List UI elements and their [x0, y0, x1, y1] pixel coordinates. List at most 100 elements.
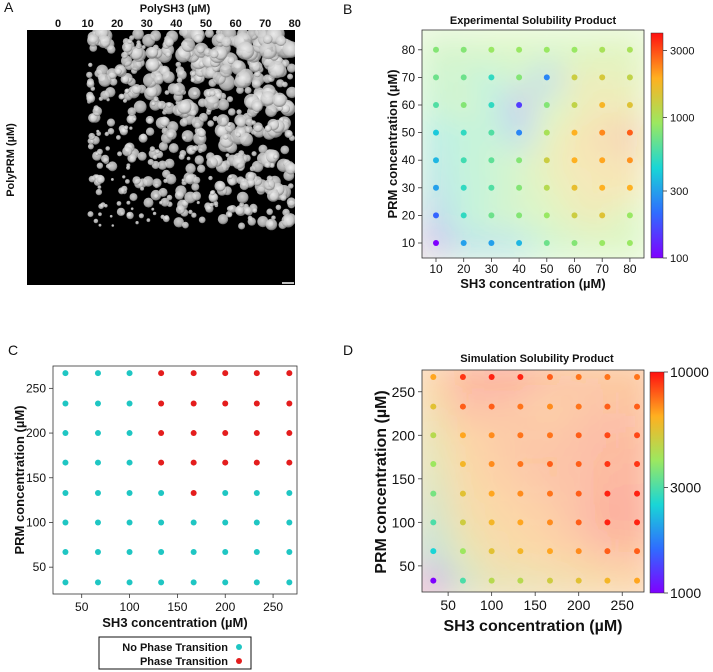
droplet [185, 163, 196, 174]
droplet [209, 90, 216, 97]
panel-b-point [543, 74, 550, 81]
droplet [236, 41, 255, 60]
droplet [264, 125, 272, 132]
panel-c-y-tick: 100 [26, 515, 46, 529]
no-phase-transition-point [190, 548, 197, 555]
panel-c-x-tick: 250 [263, 600, 283, 614]
droplet [131, 84, 142, 94]
droplet [87, 211, 94, 218]
droplet [132, 117, 136, 122]
droplet [98, 74, 112, 87]
droplet [228, 205, 237, 213]
phase-transition-point [190, 430, 197, 437]
panel-b-y-tick: 40 [402, 153, 416, 167]
droplet [182, 221, 189, 229]
droplet [104, 204, 108, 208]
droplet [111, 224, 115, 227]
phase-transition-point [222, 400, 229, 407]
droplet [133, 100, 147, 114]
panel-b-point [516, 129, 523, 136]
panel-d-point [546, 403, 553, 410]
droplet [228, 177, 237, 186]
droplet [104, 131, 110, 137]
panel-d-point [430, 490, 437, 497]
droplet [152, 154, 158, 160]
panel-d-x-tick: 100 [480, 597, 504, 613]
panel-d-y-tick: 200 [392, 427, 416, 443]
panel-b-point [488, 46, 495, 53]
panel-b-point [460, 102, 467, 108]
phase-transition-point [253, 430, 260, 437]
panel-b-point [599, 184, 606, 191]
panel-b-point [599, 240, 606, 246]
panel-b-point [571, 212, 578, 219]
droplet [130, 207, 134, 211]
panel-d-colorbar-tick: 10000 [670, 364, 709, 380]
panel-d-point [459, 373, 466, 380]
no-phase-transition-point [62, 430, 69, 437]
no-phase-transition-point [253, 519, 260, 526]
droplet [159, 200, 163, 205]
panel-a-x-tick: 40 [170, 18, 182, 30]
droplet [87, 143, 94, 150]
panel-b: B Experimental Solubility Product 10 20 30… [343, 1, 694, 291]
droplet [191, 182, 200, 191]
droplet [238, 222, 246, 230]
panel-d-x-tick: 150 [523, 597, 547, 613]
droplet [122, 98, 128, 103]
droplet [106, 118, 116, 127]
panel-a-x-tick: 30 [141, 18, 153, 30]
droplet [149, 98, 162, 111]
panel-b-point [460, 240, 467, 246]
no-phase-transition-point [190, 579, 197, 586]
panel-b-point [571, 129, 578, 136]
panel-b-y-label: PRM concentration (µM) [385, 69, 400, 218]
droplet [86, 71, 93, 79]
droplet [143, 197, 154, 208]
droplet [235, 205, 245, 216]
panel-b-point [599, 212, 606, 219]
no-phase-transition-point [94, 548, 101, 555]
panel-b-point [571, 102, 578, 108]
panel-d-point [430, 373, 437, 380]
panel-b-point [516, 102, 523, 108]
droplet [245, 171, 256, 182]
panel-c-y-tick: 150 [26, 471, 46, 485]
panel-b-point [488, 74, 495, 81]
droplet [244, 86, 252, 94]
droplet [164, 158, 175, 169]
droplet [88, 132, 96, 140]
legend-no-transition-label: No Phase Transition [122, 642, 228, 654]
no-phase-transition-point [94, 400, 101, 407]
droplet [204, 94, 220, 111]
droplet [232, 156, 246, 170]
droplet [86, 94, 96, 103]
panel-d-point [488, 432, 495, 439]
phase-transition-point [253, 459, 260, 466]
droplet [127, 107, 137, 116]
panel-d-y-label: PRM concentration (µM) [373, 390, 390, 573]
droplet [282, 81, 288, 88]
droplet [267, 60, 286, 79]
droplet [217, 214, 229, 225]
droplet [122, 42, 133, 53]
panel-b-title: Experimental Solubility Product [450, 15, 617, 27]
phase-transition-point [190, 489, 197, 496]
panel-d-point [546, 490, 553, 497]
panel-a-x-tick: 70 [259, 18, 271, 30]
droplet [153, 96, 159, 102]
phase-transition-point [286, 459, 293, 466]
droplet-image-area [86, 30, 295, 231]
panel-b-point [626, 240, 633, 246]
panel-c-y-tick: 50 [33, 560, 47, 574]
no-phase-transition-point [126, 548, 133, 555]
droplet [221, 36, 232, 48]
panel-b-point [626, 157, 633, 164]
panel-d-y-tick: 150 [392, 471, 416, 487]
panel-b-point [571, 184, 578, 191]
droplet [251, 120, 256, 125]
droplet [127, 153, 137, 163]
droplet [96, 175, 105, 184]
panel-b-point [433, 129, 439, 136]
droplet [165, 51, 171, 58]
